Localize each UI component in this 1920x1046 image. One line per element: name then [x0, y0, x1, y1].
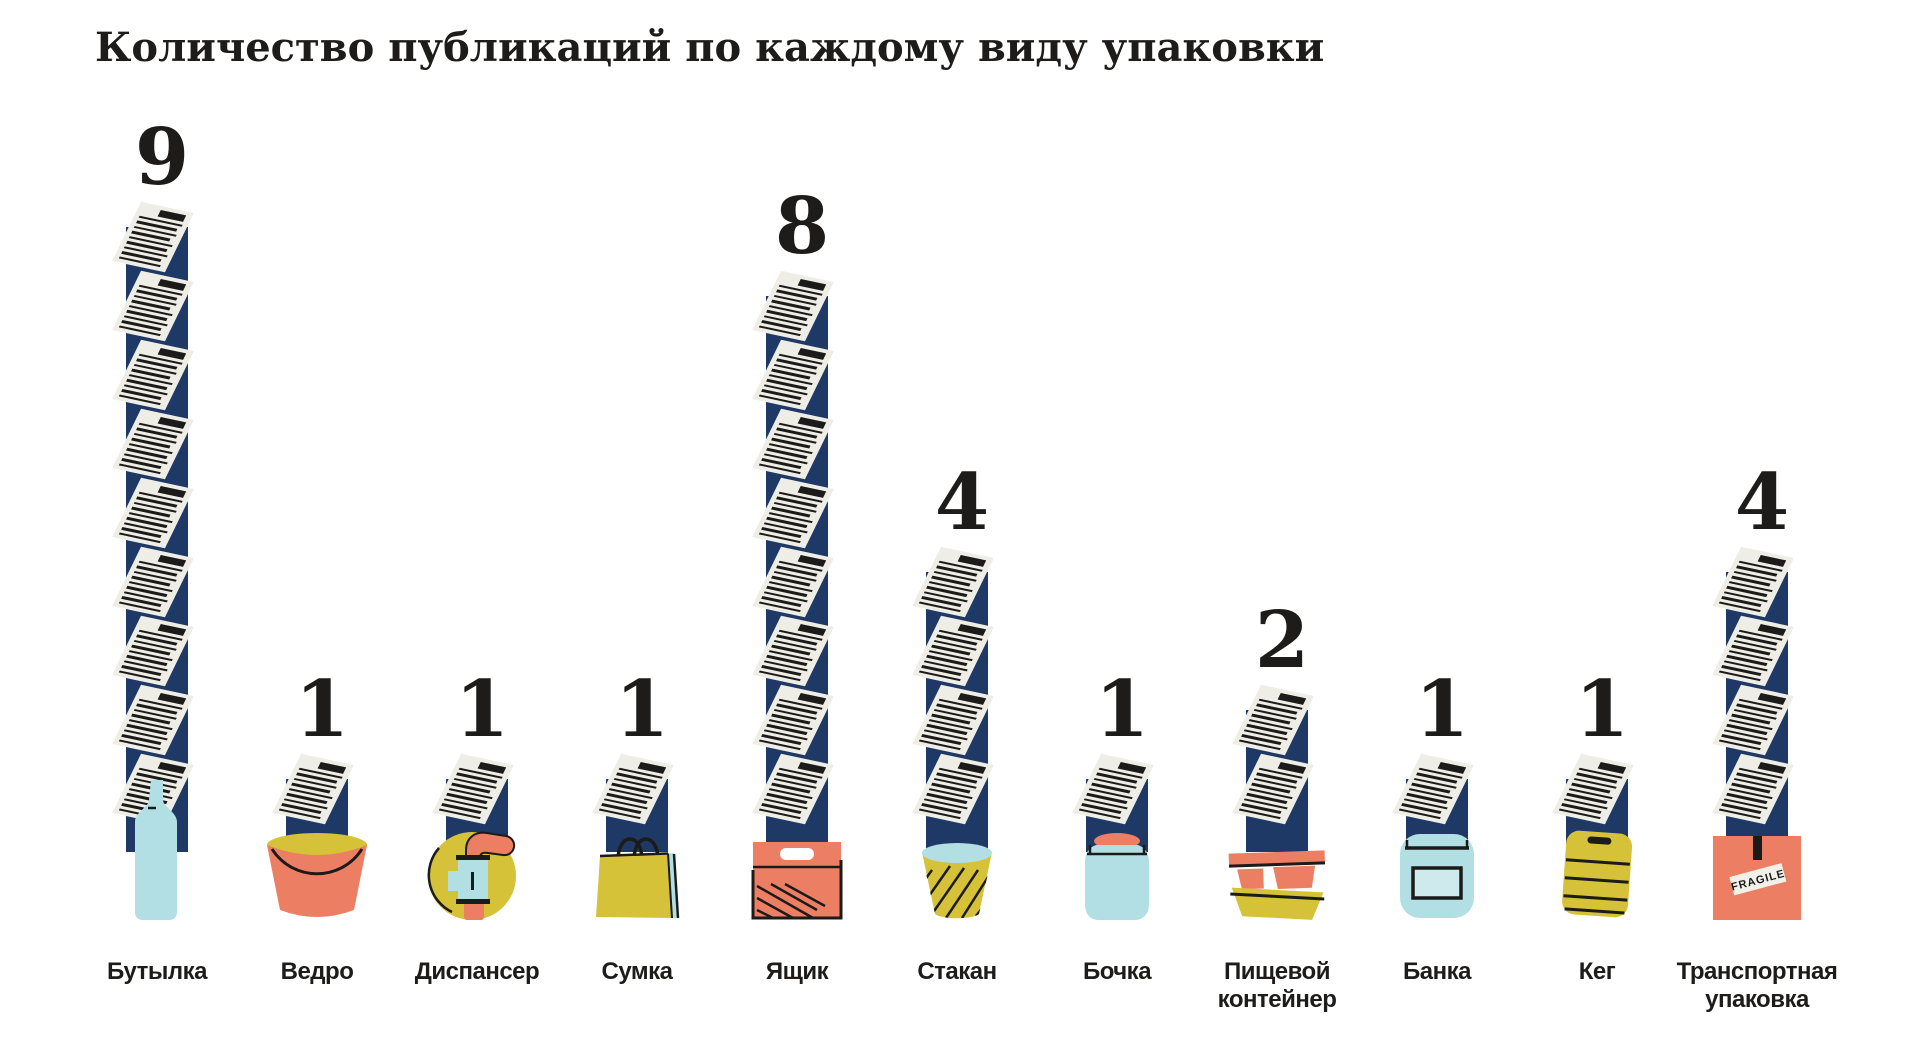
- bar-label: Транспортная упаковка: [1676, 958, 1838, 1013]
- bar-column-bucket: 1 Ведро: [237, 0, 397, 1046]
- bar-column-food-container: 2 Пищевой контейнер: [1197, 0, 1357, 1046]
- bar-column-bottle: 9 Бутылка: [77, 0, 237, 1046]
- barrel-icon: [1084, 830, 1150, 920]
- bar-column-crate: 8 Ящик: [717, 0, 877, 1046]
- bar-value: 1: [1094, 664, 1150, 755]
- bar-label: Диспансер: [414, 958, 540, 985]
- bar-value: 1: [1414, 664, 1470, 755]
- bar-column-jar: 1 Банка: [1357, 0, 1517, 1046]
- bar-value: 4: [1734, 457, 1790, 548]
- bar-label: Ящик: [765, 958, 829, 985]
- bar-column-keg: 1 Кег: [1517, 0, 1677, 1046]
- bar-label: Банка: [1403, 958, 1471, 985]
- bar-value: 1: [1574, 664, 1630, 755]
- bar-value: 2: [1254, 595, 1310, 686]
- bar-column-bag: 1 Сумка: [557, 0, 717, 1046]
- bar-label: Кег: [1578, 958, 1616, 985]
- jar-icon: [1398, 830, 1476, 920]
- bar-label: Стакан: [917, 958, 997, 985]
- bar-column-dispenser: 1 Диспансер: [397, 0, 557, 1046]
- bucket-icon: [265, 832, 369, 920]
- bar-column-cup: 4 Стакан: [877, 0, 1037, 1046]
- bar-label: Сумка: [601, 958, 673, 985]
- bar-label: Пищевой контейнер: [1217, 958, 1337, 1013]
- bar-value: 1: [454, 664, 510, 755]
- shipping-box-icon: FRAGILE: [1707, 832, 1807, 920]
- cup-icon: [920, 840, 994, 920]
- bar-label: Бочка: [1082, 958, 1152, 985]
- bar-label: Ведро: [280, 958, 354, 985]
- bag-icon: [594, 824, 680, 920]
- dispenser-icon: [426, 824, 528, 920]
- food-container-icon: [1227, 840, 1327, 920]
- bar-label: Бутылка: [107, 958, 207, 985]
- bottle-icon: [134, 780, 180, 920]
- bar-value: 1: [294, 664, 350, 755]
- bar-value: 1: [614, 664, 670, 755]
- bar-column-barrel: 1 Бочка: [1037, 0, 1197, 1046]
- bar-value: 4: [934, 457, 990, 548]
- bar-value: 9: [134, 112, 190, 203]
- chart-title: Количество публикаций по каждому виду уп…: [95, 24, 1325, 71]
- crate-icon: [751, 840, 843, 920]
- bar-column-shipping-box: 4 FRAGILE Транспортная упаковка: [1677, 0, 1838, 1046]
- bar-value: 8: [774, 181, 830, 272]
- keg-icon: [1555, 830, 1639, 920]
